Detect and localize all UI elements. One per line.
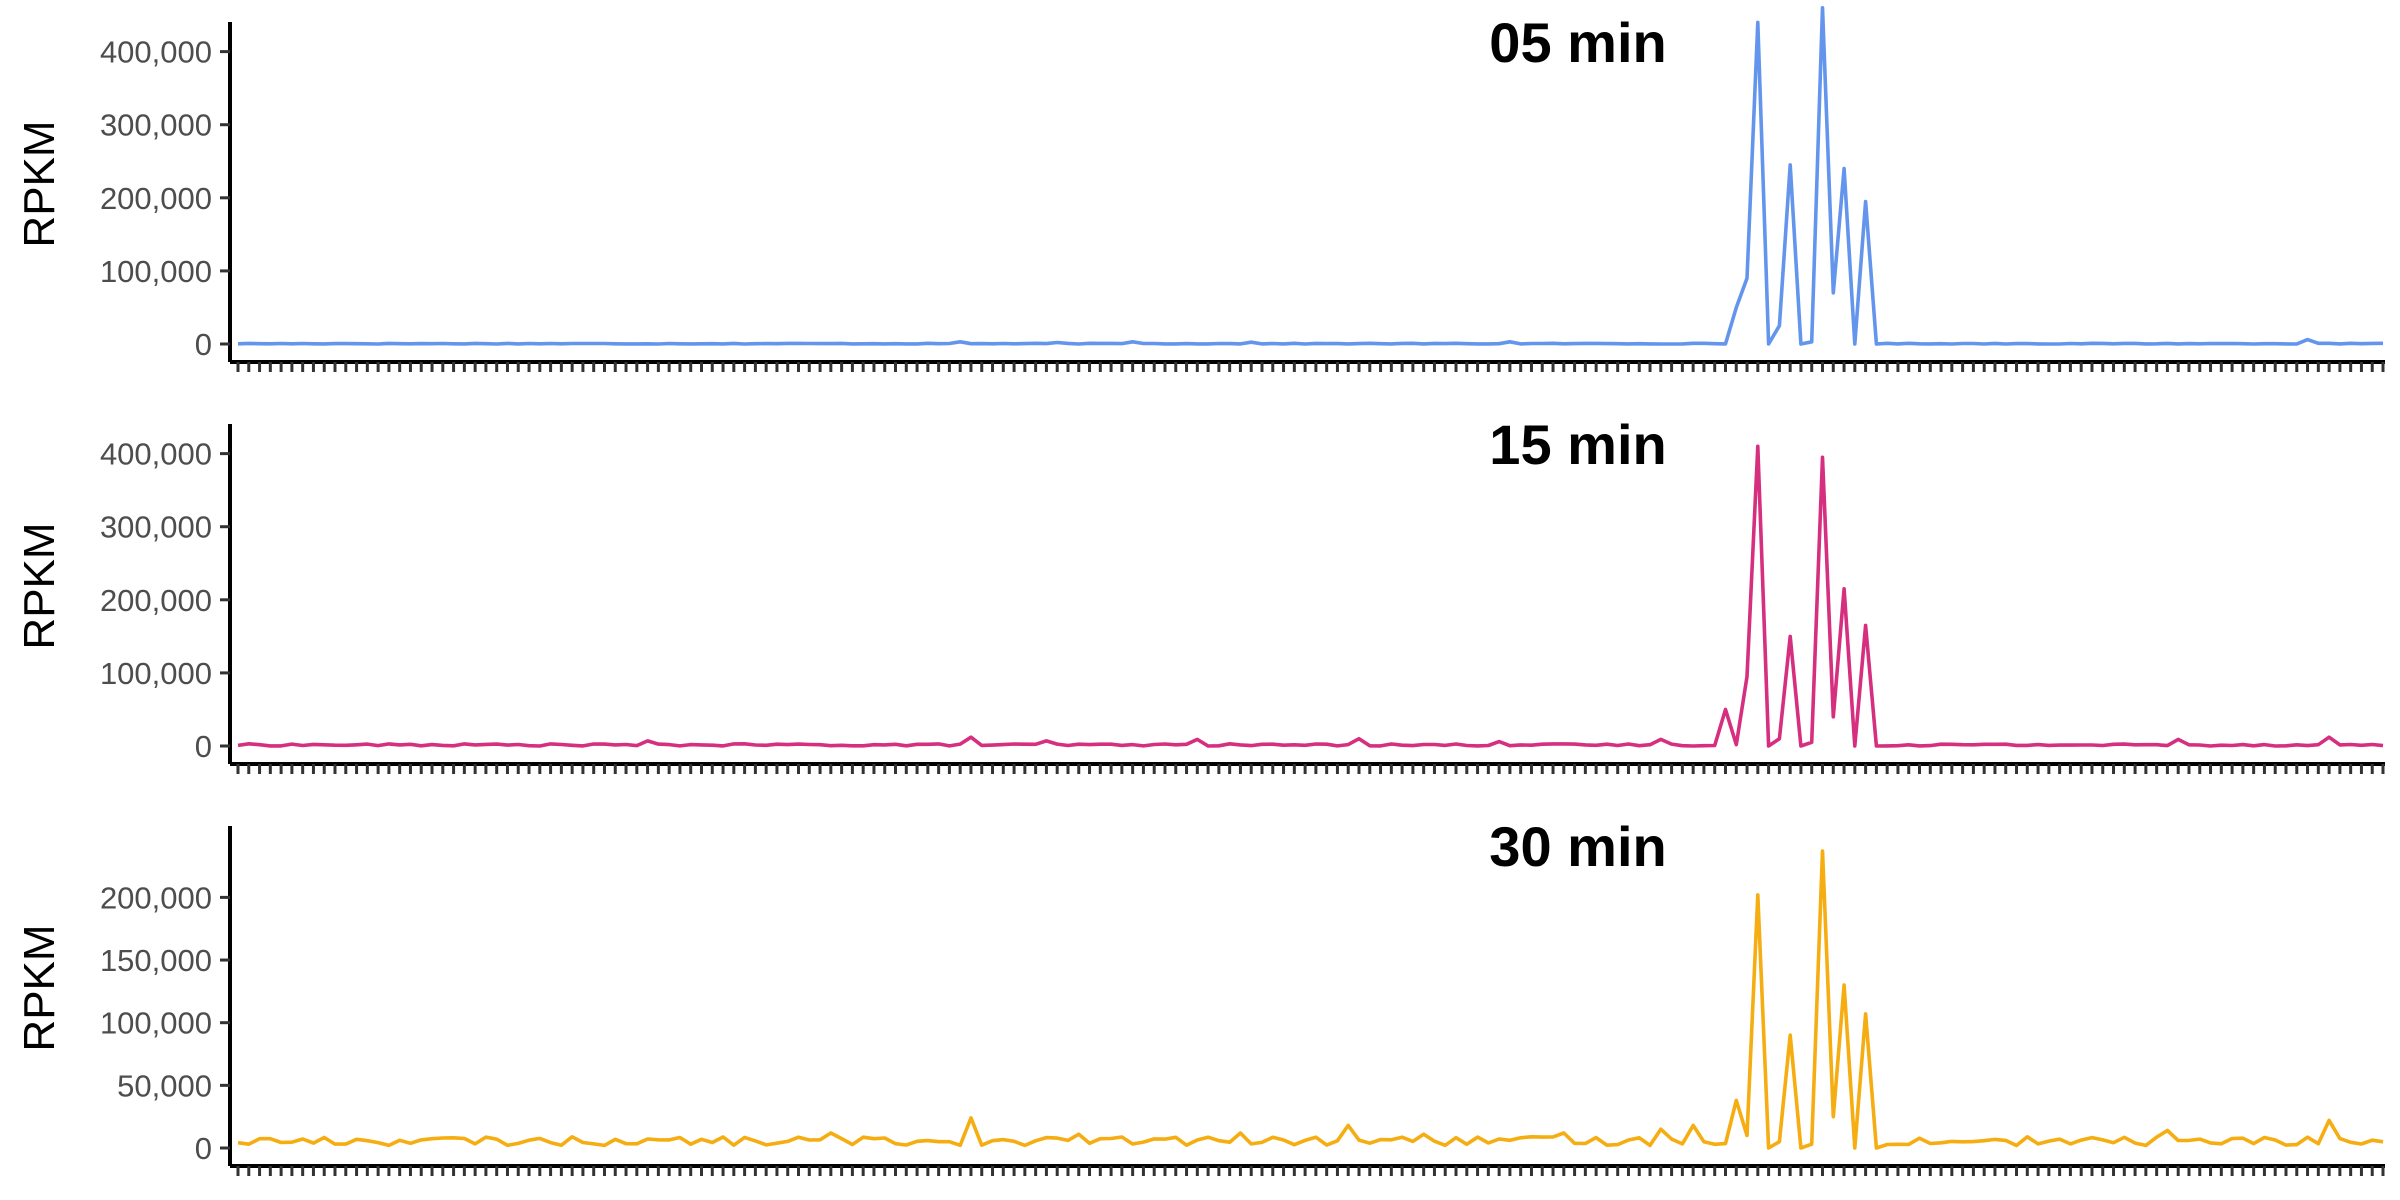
panel-3: 0 50,000 100,000 150,000 200,000 RPKM 30 min (15, 815, 2385, 1176)
y-axis-label: RPKM (15, 522, 64, 649)
series-line (237, 6, 2384, 346)
y-tick-label: 0 (195, 729, 212, 764)
y-tick-label: 400,000 (100, 35, 212, 70)
y-tick-label: 0 (195, 327, 212, 362)
y-tick-label: 150,000 (100, 943, 212, 978)
panel-title: 30 min (1489, 815, 1666, 878)
panel-2: 0 100,000 200,000 300,000 400,000 RPKM 15 min (15, 413, 2385, 774)
y-axis-label: RPKM (15, 924, 64, 1051)
y-tick-label: 100,000 (100, 1006, 212, 1041)
y-tick-label: 50,000 (117, 1068, 212, 1103)
series-line (237, 444, 2384, 748)
y-tick-label: 200,000 (100, 880, 212, 915)
y-tick-label: 200,000 (100, 583, 212, 618)
y-tick-label: 200,000 (100, 181, 212, 216)
y-tick-label: 300,000 (100, 510, 212, 545)
series-line (237, 849, 2384, 1150)
y-tick-label: 300,000 (100, 108, 212, 143)
y-tick-label: 400,000 (100, 437, 212, 472)
y-tick-label: 0 (195, 1131, 212, 1166)
panel-title: 15 min (1489, 413, 1666, 476)
y-axis-label: RPKM (15, 120, 64, 247)
y-tick-label: 100,000 (100, 254, 212, 289)
y-tick-label: 100,000 (100, 656, 212, 691)
panel-title: 05 min (1489, 11, 1666, 74)
panel-1: 0 100,000 200,000 300,000 400,000 RPKM 05 min (15, 6, 2385, 372)
